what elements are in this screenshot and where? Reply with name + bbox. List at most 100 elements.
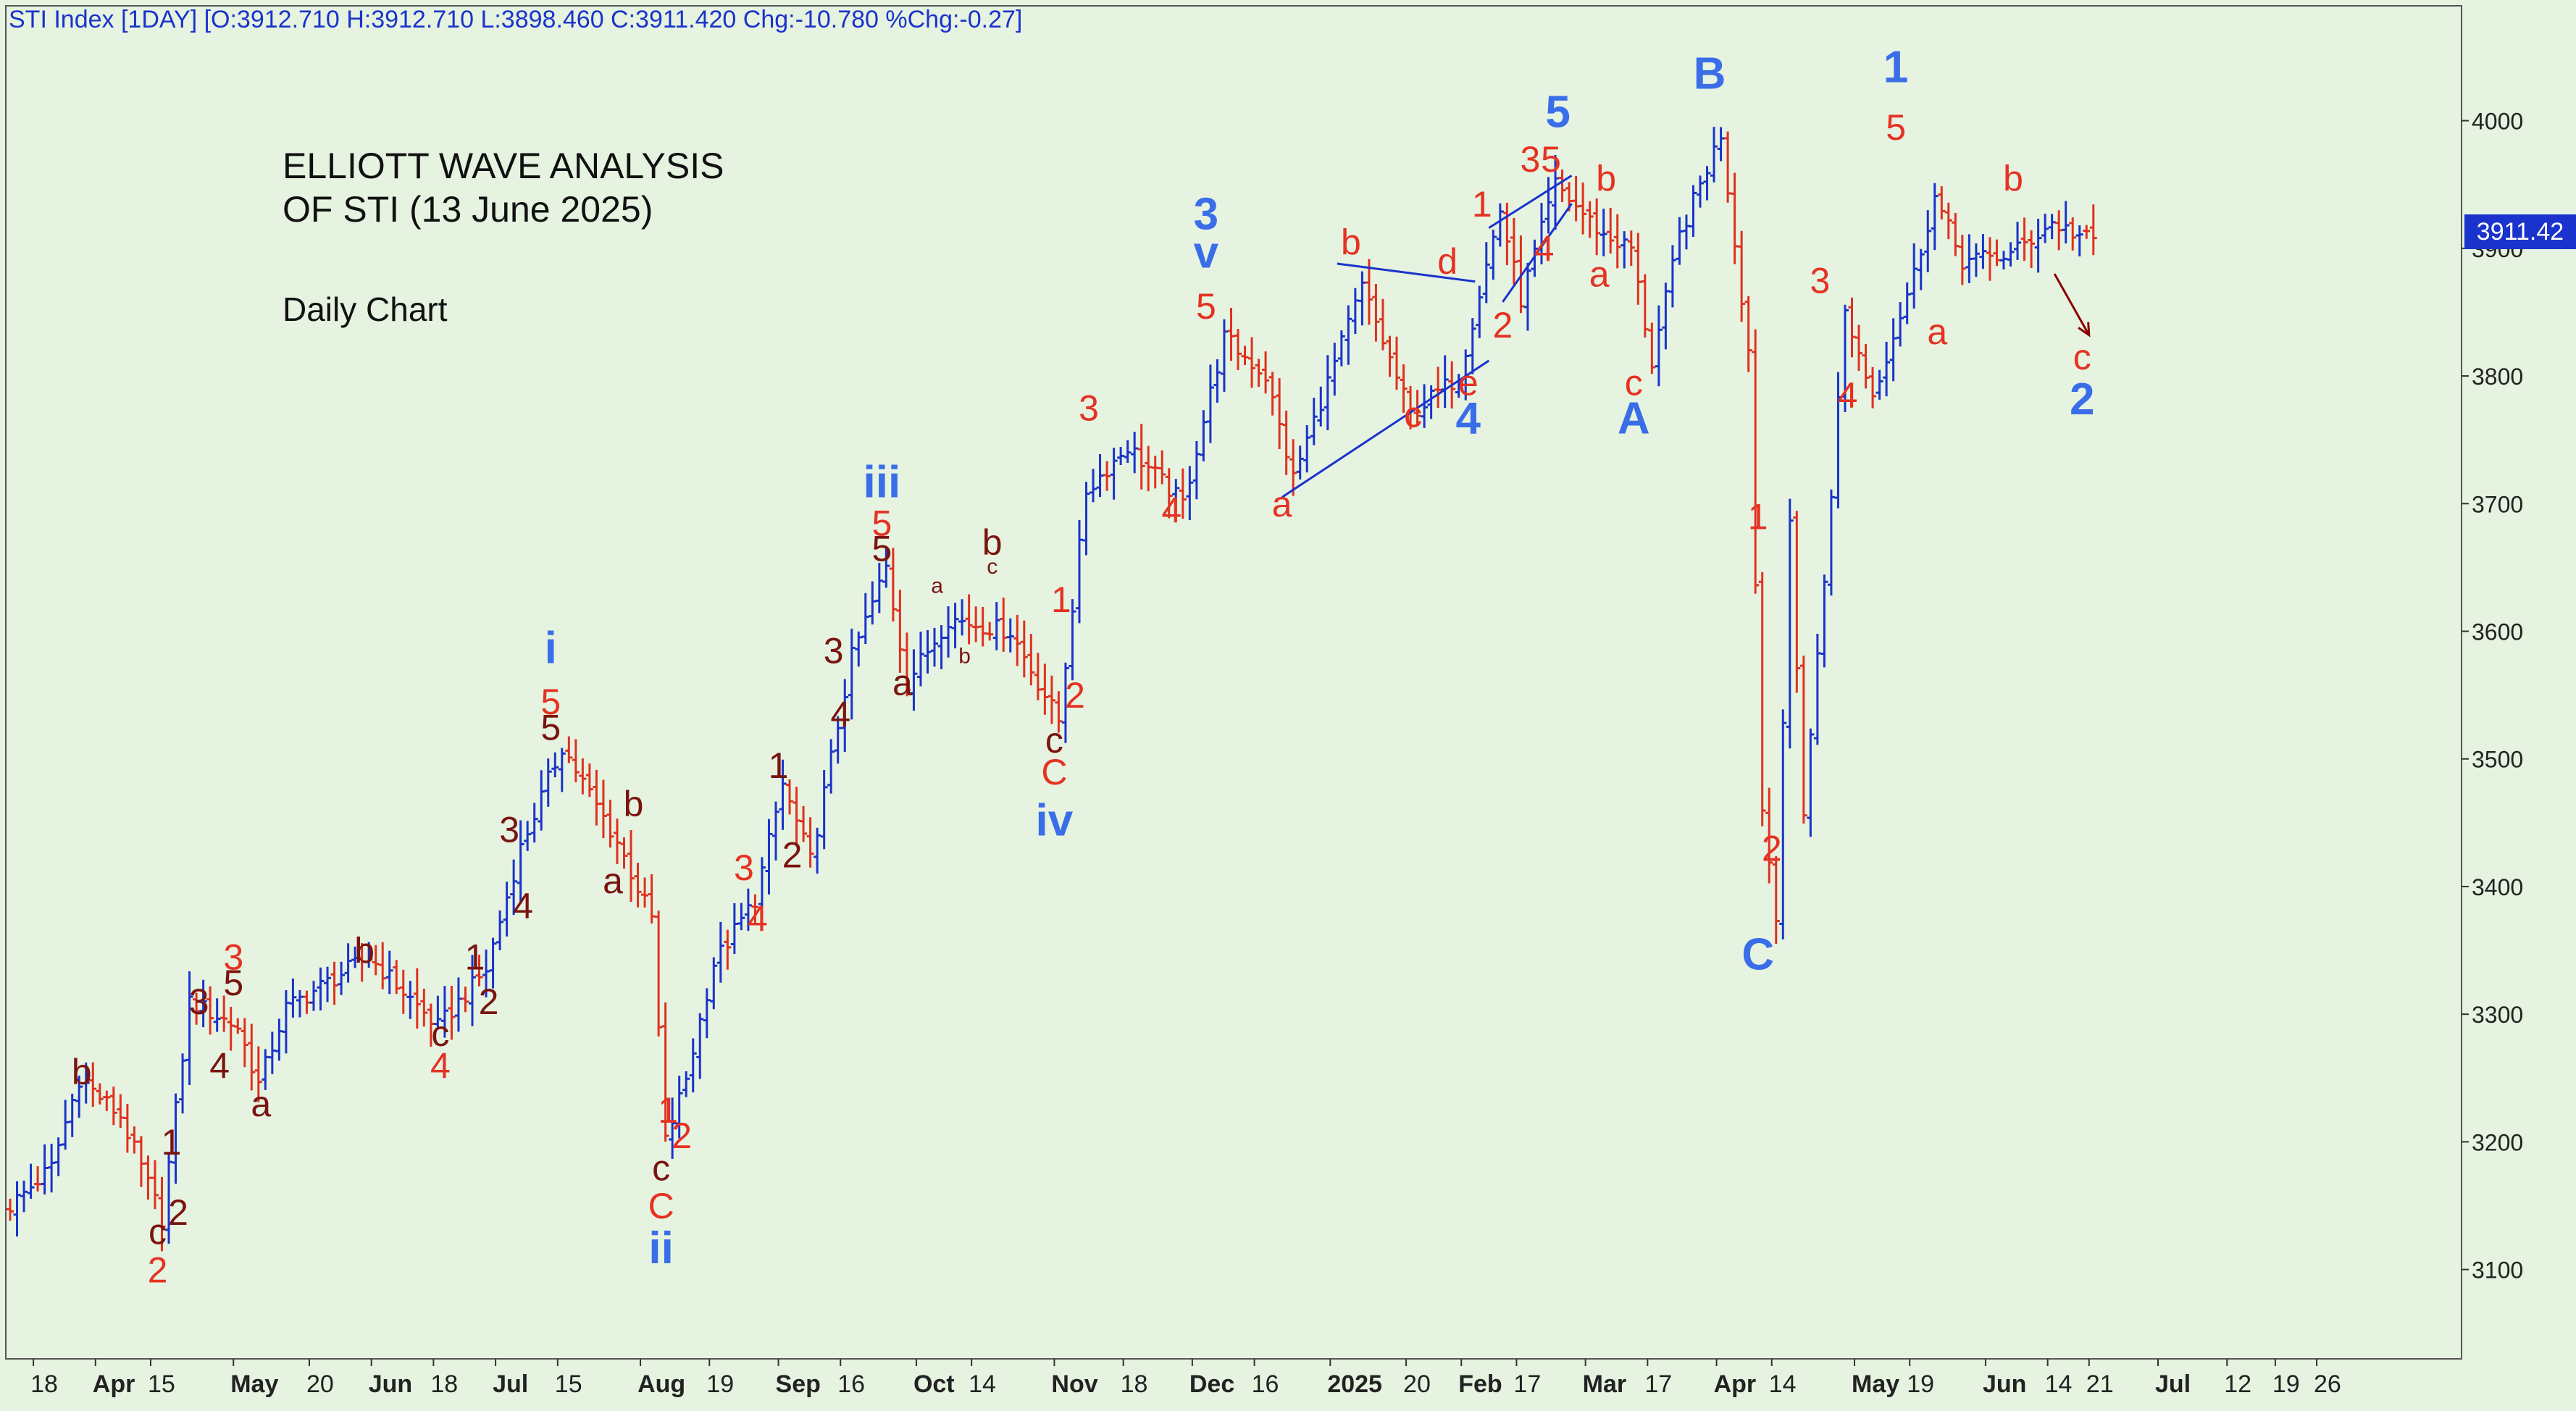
wave-label: 4 <box>513 886 533 926</box>
wave-label: 5 <box>871 503 892 543</box>
x-tick-label: 18 <box>1121 1370 1148 1398</box>
wave-label: 3 <box>499 809 519 850</box>
annotation-title-line1: ELLIOTT WAVE ANALYSIS <box>283 146 724 186</box>
x-tick-label: 18 <box>30 1370 58 1398</box>
x-tick-label: Apr <box>93 1370 135 1398</box>
wave-label: 5 <box>223 963 243 1003</box>
projection-arrowhead <box>2078 322 2091 338</box>
wave-label: a <box>1272 484 1292 524</box>
wave-label: b <box>624 784 644 824</box>
x-tick-label: 15 <box>555 1370 582 1398</box>
x-tick-label: Nov <box>1051 1370 1097 1398</box>
wave-label: 5 <box>540 682 561 722</box>
wave-label: b <box>354 931 375 971</box>
wave-label: 4 <box>748 899 768 939</box>
annotation-subtitle: Daily Chart <box>283 290 448 328</box>
trendline <box>1488 175 1573 229</box>
y-tick-label: 3800 <box>2472 364 2523 390</box>
annotation-title-line2: OF STI (13 June 2025) <box>283 189 653 230</box>
wave-label: a <box>931 574 943 598</box>
wave-label: ii <box>648 1223 673 1273</box>
wave-label: b <box>958 645 971 669</box>
wave-label: 4 <box>1161 490 1182 531</box>
wave-label: a <box>603 861 623 901</box>
x-tick-label: Oct <box>913 1370 955 1398</box>
wave-label: i <box>545 624 557 674</box>
x-tick-label: 2025 <box>1327 1370 1382 1398</box>
wave-label: 1 <box>1472 184 1492 225</box>
x-tick-label: 14 <box>969 1370 996 1398</box>
projection-arrow <box>2053 273 2091 336</box>
wave-label: 2 <box>479 981 499 1022</box>
wave-label: 1 <box>1748 497 1768 537</box>
wave-label: 1 <box>769 745 789 786</box>
wave-label: c <box>1625 362 1643 403</box>
wave-label: a <box>892 663 913 703</box>
trendline <box>1502 203 1573 303</box>
x-tick-label: Jun <box>1983 1370 2026 1398</box>
x-tick-label: Mar <box>1583 1370 1626 1398</box>
x-tick-label: 19 <box>706 1370 734 1398</box>
wave-label: 3 <box>734 847 754 888</box>
chart-header: STI Index [1DAY] [O:3912.710 H:3912.710 … <box>9 6 1023 33</box>
wave-label: b <box>2003 159 2023 199</box>
y-tick-label: 3500 <box>2472 747 2523 773</box>
x-tick-label: 20 <box>1403 1370 1431 1398</box>
x-tick-label: 17 <box>1644 1370 1672 1398</box>
wave-label: 4 <box>209 1045 230 1086</box>
wave-label: v <box>1194 227 1219 277</box>
wave-label: 2 <box>1762 829 1782 869</box>
x-tick-label: May <box>230 1370 278 1398</box>
wave-label: 2 <box>2070 374 2094 424</box>
x-tick-label: 17 <box>1513 1370 1541 1398</box>
wave-label: 4 <box>1456 393 1481 443</box>
wave-label: 4 <box>1838 375 1858 416</box>
x-tick-label: Feb <box>1458 1370 1502 1398</box>
wave-label: 1 <box>658 1090 678 1131</box>
wave-label: 4 <box>830 695 850 735</box>
wave-label: 2 <box>1492 305 1513 346</box>
x-tick-label: 14 <box>2045 1370 2073 1398</box>
trendline <box>1337 262 1476 283</box>
wave-label: 5 <box>1545 87 1570 137</box>
plot-frame <box>5 5 2462 1360</box>
wave-label: 3 <box>1194 189 1218 239</box>
x-tick-label: Aug <box>637 1370 685 1398</box>
wave-label: 5 <box>1196 286 1216 327</box>
x-tick-label: Jun <box>369 1370 412 1398</box>
x-tick-label: 12 <box>2224 1370 2251 1398</box>
wave-label: c <box>2073 337 2091 377</box>
x-tick-label: Jul <box>493 1370 528 1398</box>
wave-label: 2 <box>168 1192 188 1233</box>
y-tick-label: 3300 <box>2472 1002 2523 1028</box>
x-tick-label: 26 <box>2314 1370 2341 1398</box>
wave-label: b <box>1341 222 1361 263</box>
wave-label: c <box>987 555 998 579</box>
last-price-tag: 3911.42 <box>2464 214 2576 249</box>
wave-label: C <box>1041 752 1067 792</box>
wave-label: 4 <box>1534 228 1555 269</box>
x-tick-label: Dec <box>1189 1370 1234 1398</box>
wave-label: C <box>648 1186 674 1226</box>
x-tick-label: May <box>1852 1370 1899 1398</box>
y-tick-label: 4000 <box>2472 109 2523 135</box>
wave-label: 5 <box>540 707 561 748</box>
wave-label: b <box>982 522 1003 563</box>
wave-label: 4 <box>430 1045 451 1086</box>
wave-label: 1 <box>162 1122 182 1163</box>
wave-label: 1 <box>1051 579 1071 620</box>
x-tick-label: Jul <box>2155 1370 2191 1398</box>
x-tick-label: 20 <box>306 1370 334 1398</box>
wave-label: 2 <box>782 835 803 876</box>
wave-label: A <box>1618 393 1650 443</box>
y-tick-label: 3400 <box>2472 874 2523 900</box>
wave-label: a <box>1589 254 1610 295</box>
wave-label: 1 <box>465 937 485 978</box>
x-tick-label: 21 <box>2086 1370 2114 1398</box>
wave-label: 3 <box>1521 139 1541 180</box>
y-tick-label: 3100 <box>2472 1257 2523 1284</box>
wave-label: 2 <box>672 1115 692 1156</box>
wave-label: B <box>1694 49 1726 99</box>
wave-label: 5 <box>1541 139 1561 180</box>
